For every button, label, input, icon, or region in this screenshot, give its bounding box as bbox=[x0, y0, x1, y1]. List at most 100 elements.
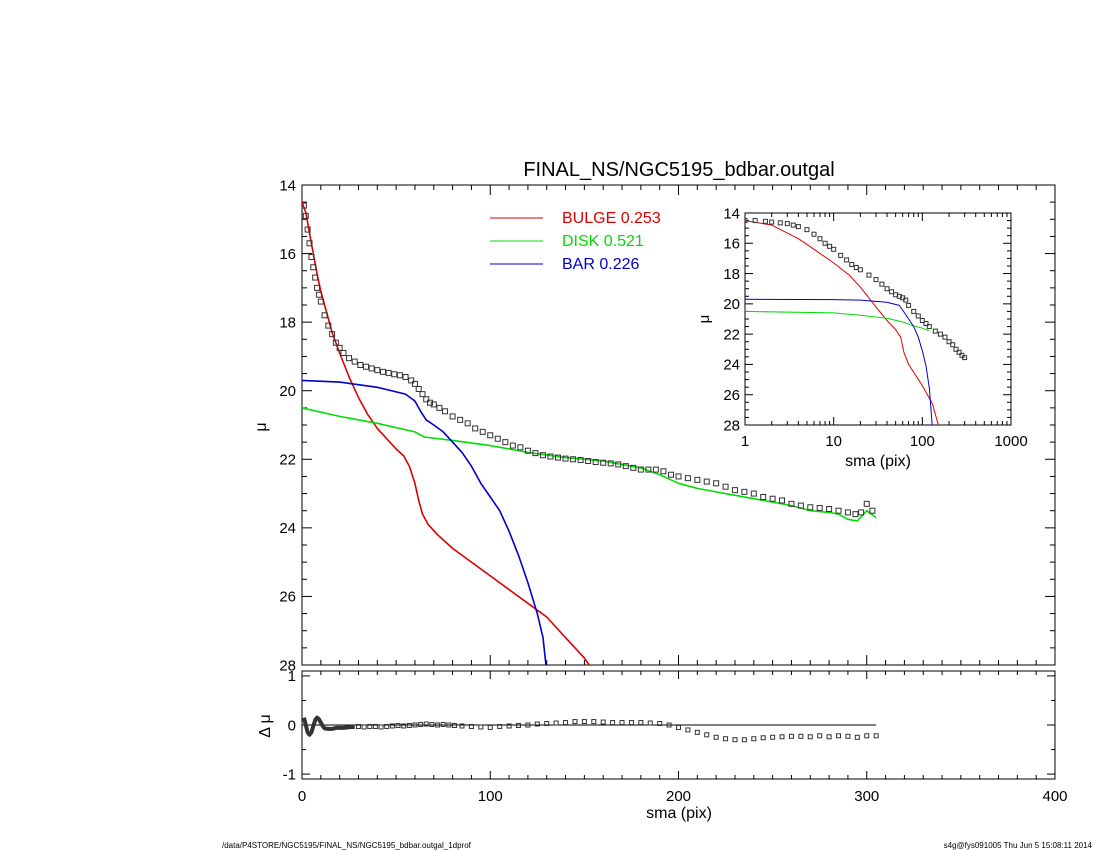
main-data-point bbox=[396, 372, 403, 379]
residual-data-point bbox=[384, 723, 390, 729]
main-plot: 14 16 18 20 22 24 26 28 μ BULGE 0.253 DISK 0.521… bbox=[253, 177, 1056, 674]
main-data-point bbox=[532, 450, 539, 457]
inset-data-point bbox=[784, 221, 790, 227]
main-data-point bbox=[807, 504, 814, 511]
inset-data-point bbox=[795, 224, 801, 230]
residual-data-point bbox=[647, 720, 653, 726]
residual-data-point bbox=[741, 737, 747, 743]
main-y-tick-label: 24 bbox=[279, 520, 296, 537]
main-data-point bbox=[306, 240, 313, 247]
residual-data-point bbox=[657, 721, 663, 727]
main-data-point bbox=[607, 460, 614, 467]
main-data-point bbox=[336, 344, 343, 351]
footer-file-path: /data/P4STORE/NGC5195/FINAL_NS/NGC5195_b… bbox=[222, 841, 472, 850]
residual-data-point bbox=[704, 732, 710, 738]
main-y-tick-label: 14 bbox=[279, 177, 296, 194]
residual-ticks bbox=[301, 671, 1056, 779]
residual-data-point bbox=[873, 733, 879, 739]
main-data-point bbox=[750, 490, 757, 497]
residual-y-tick-label: 1 bbox=[288, 668, 296, 685]
main-data-point bbox=[713, 480, 720, 487]
inset-data-point bbox=[950, 342, 956, 348]
main-data-point bbox=[660, 468, 667, 475]
main-data-point bbox=[494, 435, 501, 442]
inset-plot: 1 10 100 1000 14 16 18 20 22 24 26 28 sma (pix) μ bbox=[696, 205, 1028, 470]
main-data-point bbox=[363, 363, 370, 370]
main-data-point bbox=[852, 511, 859, 518]
inset-plot-frame bbox=[744, 212, 1012, 426]
residual-data-point bbox=[429, 722, 435, 728]
main-data-point bbox=[314, 284, 321, 291]
inset-y-tick-label: 22 bbox=[723, 326, 740, 343]
main-data-point bbox=[374, 367, 381, 374]
inset-data-point bbox=[752, 218, 758, 224]
residual-data-point bbox=[713, 734, 719, 740]
residual-x-tick-label: 100 bbox=[478, 788, 503, 805]
residual-data-point bbox=[478, 724, 484, 730]
residual-xtick-labels: 0 100 200 300 400 bbox=[298, 788, 1068, 805]
residual-data-point bbox=[367, 723, 373, 729]
main-data-point bbox=[402, 374, 409, 380]
inset-data-point bbox=[926, 324, 932, 330]
residual-data-point bbox=[389, 723, 395, 729]
inset-data-point bbox=[915, 313, 921, 319]
main-data-point bbox=[321, 312, 328, 319]
main-data-point bbox=[760, 494, 767, 500]
residual-data-point bbox=[864, 733, 870, 739]
inset-data-point bbox=[962, 355, 968, 361]
inset-x-tick-label: 100 bbox=[910, 433, 935, 450]
residual-data-point bbox=[406, 722, 412, 728]
main-y-axis-label: μ bbox=[253, 422, 270, 431]
residual-data-point bbox=[638, 720, 644, 726]
main-data-point bbox=[411, 380, 418, 387]
inset-y-tick-label: 26 bbox=[723, 387, 740, 404]
main-data-point bbox=[645, 466, 652, 473]
residual-x-axis-label: sma (pix) bbox=[646, 805, 712, 822]
inset-data-points bbox=[745, 218, 968, 361]
residual-x-tick-label: 0 bbox=[298, 788, 306, 805]
inset-x-axis-label: sma (pix) bbox=[845, 453, 911, 470]
main-ytick-labels: 14 16 18 20 22 24 26 28 bbox=[279, 177, 296, 674]
residual-data-point bbox=[723, 736, 729, 742]
inset-data-point bbox=[762, 218, 768, 224]
residual-data-point bbox=[770, 734, 776, 740]
residual-data-point bbox=[553, 720, 559, 726]
residual-series bbox=[302, 715, 879, 743]
residual-data-point bbox=[760, 735, 766, 741]
residual-data-point bbox=[525, 722, 531, 728]
inset-data-point bbox=[777, 220, 783, 226]
main-data-point bbox=[600, 459, 607, 466]
main-data-point bbox=[379, 368, 386, 375]
main-data-point bbox=[357, 362, 364, 368]
main-data-point bbox=[703, 478, 710, 485]
main-data-point bbox=[863, 500, 870, 507]
legend-label-bar: BAR 0.226 bbox=[562, 256, 639, 273]
main-data-point bbox=[797, 502, 804, 509]
inset-series-disk-line bbox=[745, 310, 930, 332]
main-data-point bbox=[315, 291, 322, 298]
residual-ytick-labels: -1 0 1 bbox=[283, 668, 296, 783]
footer-timestamp: s4g@fys091005 Thu Jun 5 15:08:11 2014 bbox=[944, 841, 1093, 850]
main-data-point bbox=[869, 507, 876, 514]
inset-data-point bbox=[956, 349, 962, 355]
inset-data-point bbox=[827, 243, 833, 249]
main-data-point bbox=[562, 455, 569, 462]
main-data-point bbox=[449, 413, 456, 420]
inset-y-tick-label: 14 bbox=[723, 205, 740, 222]
main-data-point bbox=[302, 202, 307, 209]
residual-data-point bbox=[826, 734, 832, 740]
residual-data-point bbox=[355, 723, 361, 729]
main-data-point bbox=[779, 497, 786, 504]
main-data-point bbox=[585, 458, 592, 464]
residual-data-point bbox=[440, 722, 446, 728]
inset-data-point bbox=[866, 272, 872, 278]
main-series bbox=[302, 201, 877, 665]
main-data-point bbox=[722, 483, 729, 490]
main-data-point bbox=[517, 444, 524, 451]
main-data-point bbox=[346, 355, 353, 362]
inset-data-point bbox=[811, 231, 817, 237]
residual-data-point bbox=[563, 720, 569, 726]
inset-y-tick-label: 18 bbox=[723, 266, 740, 283]
residual-data-point bbox=[451, 722, 457, 728]
inset-ytick-labels: 14 16 18 20 22 24 26 28 bbox=[723, 205, 740, 434]
